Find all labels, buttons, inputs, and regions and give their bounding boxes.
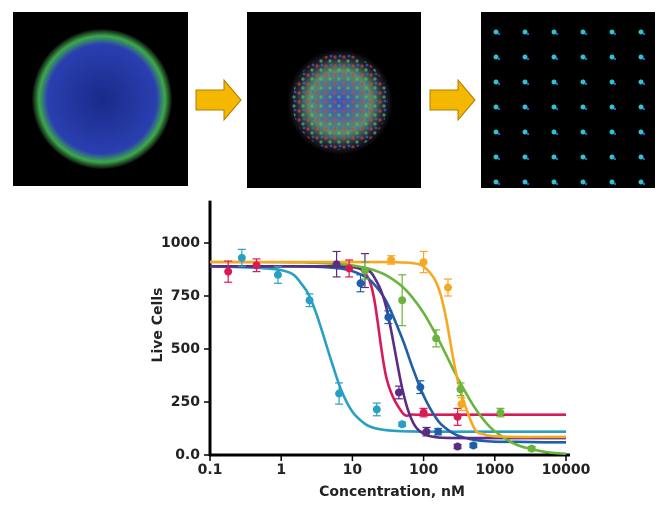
- data-point: [273, 270, 282, 279]
- x-tick-label: 1: [276, 462, 286, 478]
- fit-curve: [209, 260, 567, 456]
- data-point: [398, 420, 407, 429]
- data-point: [345, 264, 354, 273]
- data-point: [422, 427, 431, 436]
- arrow: [429, 78, 476, 122]
- x-axis-label: Concentration, nM: [319, 484, 465, 500]
- fit-curve: [209, 265, 566, 440]
- y-tick-label: 1000: [161, 235, 200, 251]
- data-point: [527, 444, 536, 453]
- data-point: [387, 255, 396, 264]
- y-tick-label: 0.0: [175, 447, 200, 463]
- data-point: [372, 405, 381, 414]
- microscopy-images: [13, 12, 655, 188]
- data-point: [457, 400, 466, 409]
- x-tick-label: 10: [343, 462, 363, 478]
- x-tick-label: 100: [409, 462, 438, 478]
- cell-dots: [292, 54, 388, 150]
- data-point: [416, 383, 425, 392]
- data-point: [384, 313, 393, 322]
- data-point: [469, 441, 478, 450]
- data-point: [453, 412, 462, 421]
- data-point: [356, 279, 365, 288]
- data-point: [252, 261, 261, 270]
- data-point: [332, 260, 341, 269]
- data-point: [398, 296, 407, 305]
- fit-curve: [210, 260, 566, 439]
- y-tick-label: 750: [171, 288, 200, 304]
- data-point: [496, 408, 505, 417]
- data-point: [394, 388, 403, 397]
- y-tick-label: 500: [171, 341, 200, 357]
- data-point: [443, 283, 452, 292]
- data-point: [419, 408, 428, 417]
- data-point: [224, 267, 233, 276]
- data-point: [453, 442, 462, 451]
- data-point: [419, 258, 428, 267]
- y-tick-label: 250: [171, 394, 200, 410]
- cell-array: [481, 12, 655, 188]
- fit-curve: [209, 265, 566, 433]
- fit-curve: [209, 265, 566, 417]
- data-point: [237, 253, 246, 262]
- data-point: [360, 266, 369, 275]
- data-point: [432, 334, 441, 343]
- y-axis-label: Live Cells: [150, 288, 166, 363]
- data-point: [335, 389, 344, 398]
- data-point: [434, 427, 443, 436]
- x-tick-label: 0.1: [198, 462, 223, 478]
- data-point: [456, 385, 465, 394]
- arrow: [195, 78, 242, 122]
- spheroid: [32, 29, 172, 169]
- x-tick-label: 1000: [475, 462, 514, 478]
- data-point: [305, 296, 314, 305]
- x-tick-label: 10000: [542, 462, 591, 478]
